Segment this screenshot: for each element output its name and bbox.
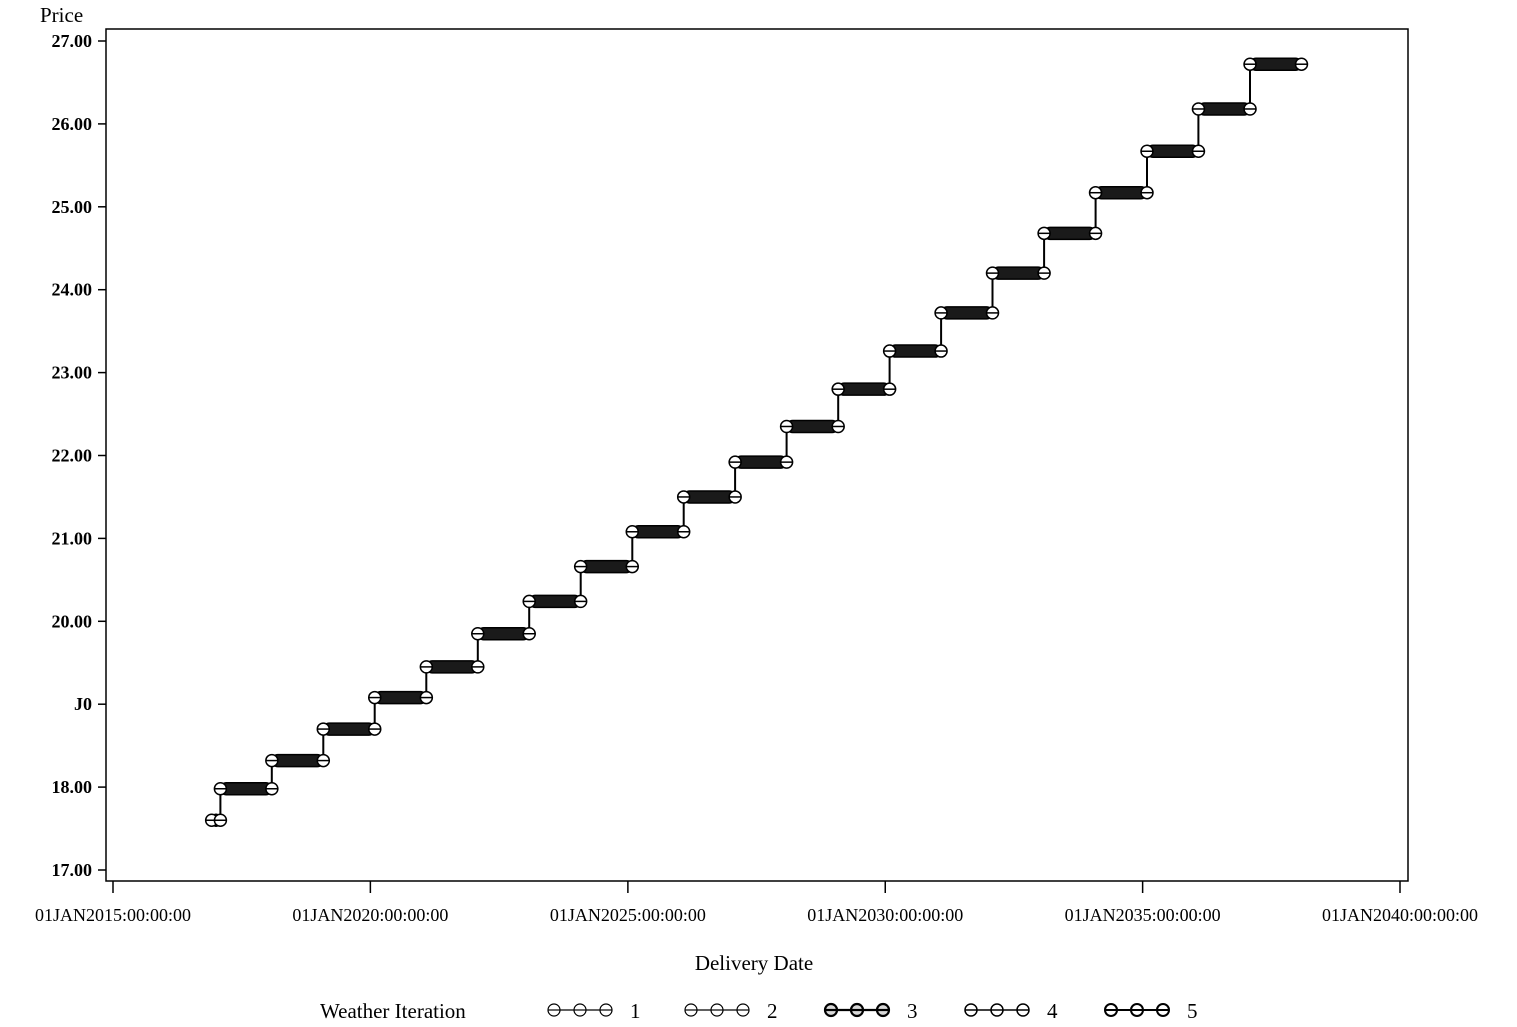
- legend-entry: 2: [684, 999, 778, 1023]
- step-marker-band: [837, 382, 891, 396]
- legend-entry: 1: [547, 999, 641, 1023]
- legend-label: 1: [630, 999, 641, 1023]
- step-marker-band: [271, 753, 325, 768]
- x-tick-label: 01JAN2035:00:00:00: [1065, 905, 1221, 925]
- step-marker-band: [528, 594, 582, 609]
- legend-entry: 4: [964, 999, 1058, 1023]
- step-marker-band: [785, 419, 839, 434]
- y-tick-label: 22.00: [52, 446, 93, 466]
- step-marker-band: [888, 344, 942, 358]
- step-marker-band: [631, 525, 685, 539]
- step-marker-band: [425, 660, 479, 674]
- y-tick-label: 26.00: [52, 114, 93, 134]
- y-axis: 17.00 18.00 J0 20.00 21.00 22.00 23.00 24.00 25.…: [52, 31, 106, 880]
- legend-entry: 3: [823, 999, 918, 1023]
- y-tick-label: 23.00: [52, 363, 93, 383]
- step-marker-band: [1249, 57, 1303, 71]
- legend-entry: 5: [1104, 999, 1198, 1023]
- x-tick-label: 01JAN2020:00:00:00: [292, 905, 448, 925]
- legend: Weather Iteration 1 2 3 4 5: [320, 999, 1198, 1023]
- legend-label: 5: [1187, 999, 1198, 1023]
- step-marker-band: [477, 626, 530, 641]
- y-tick-label: 27.00: [52, 31, 93, 51]
- legend-title: Weather Iteration: [320, 999, 466, 1023]
- step-marker-band: [940, 306, 994, 320]
- step-marker-band: [682, 490, 736, 504]
- step-marker-band: [322, 722, 376, 736]
- y-tick-label: 20.00: [52, 611, 93, 631]
- step-marker-band: [991, 266, 1045, 280]
- x-tick-label: 01JAN2015:00:00:00: [35, 905, 191, 925]
- plot-frame: [105, 28, 1409, 882]
- y-tick-label: 25.00: [52, 197, 93, 217]
- y-tick-label: 21.00: [52, 528, 93, 548]
- series-line: [211, 63, 1302, 822]
- x-axis-title: Delivery Date: [695, 951, 813, 975]
- step-marker-band: [734, 455, 788, 469]
- step-marker-band: [1043, 226, 1097, 241]
- y-tick-label: 18.00: [52, 777, 93, 797]
- x-tick-label: 01JAN2040:00:00:00: [1322, 905, 1478, 925]
- step-marker-band: [373, 690, 428, 705]
- x-tick-label: 01JAN2030:00:00:00: [807, 905, 963, 925]
- y-axis-title: Price: [40, 3, 83, 27]
- x-tick-label: 01JAN2025:00:00:00: [550, 905, 706, 925]
- step-marker-band: [219, 782, 273, 796]
- x-axis: 01JAN2015:00:00:00 01JAN2020:00:00:00 01JA…: [35, 881, 1478, 925]
- y-tick-label: J0: [74, 694, 92, 714]
- y-tick-label: 17.00: [52, 860, 93, 880]
- step-marker-band: [1094, 185, 1148, 200]
- step-marker-band: [1146, 144, 1200, 159]
- legend-label: 2: [767, 999, 778, 1023]
- step-marker-band: [1197, 102, 1251, 116]
- legend-label: 4: [1047, 999, 1058, 1023]
- y-tick-label: 24.00: [52, 280, 93, 300]
- step-marker-band: [579, 559, 634, 574]
- price-series: [204, 57, 1309, 828]
- legend-label: 3: [907, 999, 918, 1023]
